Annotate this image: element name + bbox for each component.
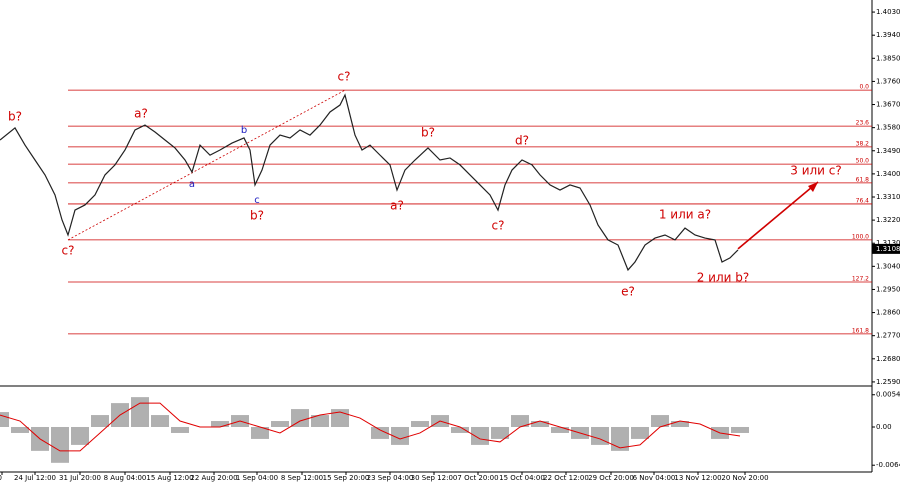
- histogram-bar: [151, 415, 169, 427]
- fib-label: 161.8: [852, 327, 869, 334]
- wave-label: c?: [338, 70, 351, 84]
- histogram-bar: [631, 426, 649, 439]
- histogram-bar: [451, 426, 469, 433]
- x-tick-label: 24 Jul 12:00: [14, 474, 56, 482]
- wave-label: 3 или c?: [790, 164, 842, 178]
- y-tick-label: 0.00: [876, 423, 892, 431]
- wave-label: d?: [515, 134, 529, 148]
- x-tick-label: 15 Oct 04:00: [499, 474, 545, 482]
- x-tick-label: 00: [0, 474, 2, 482]
- signal-line: [0, 402, 741, 452]
- last-price-label: 1.3108: [876, 245, 900, 253]
- x-tick-label: 22 Oct 12:00: [543, 474, 589, 482]
- x-tick-label: 23 Sep 04:00: [367, 474, 414, 482]
- y-tick-label: 1.3130: [876, 239, 900, 247]
- y-tick-label: 1.3670: [876, 101, 900, 109]
- wave-label: 2 или b?: [697, 271, 750, 285]
- histogram-bar: [731, 426, 749, 433]
- histogram-bar: [51, 426, 69, 463]
- y-tick-label: 1.3040: [876, 262, 900, 270]
- histogram-bar: [211, 421, 229, 427]
- y-tick-label: 1.2770: [876, 332, 900, 340]
- wave-label: b: [241, 125, 247, 136]
- wave-label: a: [189, 179, 195, 190]
- histogram-bar: [391, 426, 409, 445]
- fib-label: 76.4: [856, 197, 870, 204]
- histogram-bar: [131, 397, 149, 427]
- x-tick-label: 15 Aug 12:00: [146, 474, 193, 482]
- wave-label: 1 или a?: [659, 208, 711, 222]
- x-tick-label: 30 Sep 12:00: [411, 474, 458, 482]
- wave-label: b?: [421, 126, 435, 140]
- fib-label: 38.2: [856, 140, 870, 147]
- x-tick-label: 7 Oct 20:00: [457, 474, 498, 482]
- y-tick-label: 1.2590: [876, 378, 900, 386]
- histogram-bar: [671, 421, 689, 427]
- histogram-bar: [271, 421, 289, 427]
- y-tick-label: 1.3400: [876, 170, 900, 178]
- histogram-bar: [311, 415, 329, 427]
- x-tick-label: 1 Sep 04:00: [236, 474, 278, 482]
- y-tick-label: 1.3580: [876, 124, 900, 132]
- histogram-bar: [411, 421, 429, 427]
- y-tick-label: 1.3310: [876, 193, 900, 201]
- histogram-bar: [491, 426, 509, 439]
- x-tick-label: 8 Sep 12:00: [281, 474, 323, 482]
- wave-label: b?: [250, 209, 264, 223]
- price-line: [0, 93, 739, 272]
- histogram-bar: [471, 426, 489, 445]
- wave-label: e?: [621, 285, 635, 299]
- wave-label: c: [254, 195, 260, 206]
- x-tick-label: 15 Sep 20:00: [323, 474, 370, 482]
- fib-label: 23.6: [856, 120, 870, 127]
- histogram-bar: [91, 415, 109, 427]
- x-tick-label: 13 Nov 12:00: [674, 474, 721, 482]
- y-tick-label: 1.3850: [876, 54, 900, 62]
- histogram-bar: [651, 415, 669, 427]
- fib-label: 0.0: [859, 84, 869, 91]
- histogram-bar: [0, 412, 9, 427]
- y-tick-label: 1.2860: [876, 309, 900, 317]
- wave-label: c?: [62, 244, 75, 258]
- y-tick-label: 1.3490: [876, 147, 900, 155]
- fib-label: 127.2: [852, 276, 869, 283]
- wave-label: c?: [492, 219, 505, 233]
- histogram-bar: [551, 426, 569, 433]
- histogram-bar: [291, 409, 309, 427]
- y-tick-label: 1.3220: [876, 216, 900, 224]
- fib-label: 61.8: [856, 176, 870, 183]
- wave-label: a?: [134, 107, 148, 121]
- x-tick-label: 6 Nov 04:00: [633, 474, 676, 482]
- arrow: [737, 181, 819, 250]
- x-tick-label: 8 Aug 04:00: [104, 474, 147, 482]
- x-tick-label: 29 Oct 20:00: [588, 474, 634, 482]
- histogram-bar: [251, 426, 269, 439]
- trend-line: [67, 89, 346, 241]
- y-tick-label: 1.2680: [876, 355, 900, 363]
- histogram-bar: [611, 426, 629, 451]
- x-tick-label: 20 Nov 20:00: [721, 474, 768, 482]
- wave-label: b?: [8, 110, 22, 124]
- fib-label: 50.0: [856, 158, 870, 165]
- wave-label: a?: [390, 199, 404, 213]
- y-tick-label: 1.2950: [876, 285, 900, 293]
- y-tick-label: 1.4030: [876, 8, 900, 16]
- y-tick-label: -0.0064: [876, 461, 900, 469]
- histogram-bar: [371, 426, 389, 439]
- y-tick-label: 1.3760: [876, 77, 900, 85]
- x-tick-label: 31 Jul 20:00: [59, 474, 101, 482]
- y-tick-label: 1.3940: [876, 31, 900, 39]
- histogram-bar: [511, 415, 529, 427]
- x-tick-label: 22 Aug 20:00: [190, 474, 237, 482]
- histogram-bar: [171, 426, 189, 433]
- y-tick-label: 0.0054: [876, 391, 900, 399]
- last-price-box: [872, 243, 900, 254]
- arrow-head: [808, 182, 818, 192]
- histogram-bar: [71, 426, 89, 445]
- histogram-bar: [531, 421, 549, 427]
- histogram-bar: [11, 426, 29, 433]
- fib-label: 100.0: [852, 233, 869, 240]
